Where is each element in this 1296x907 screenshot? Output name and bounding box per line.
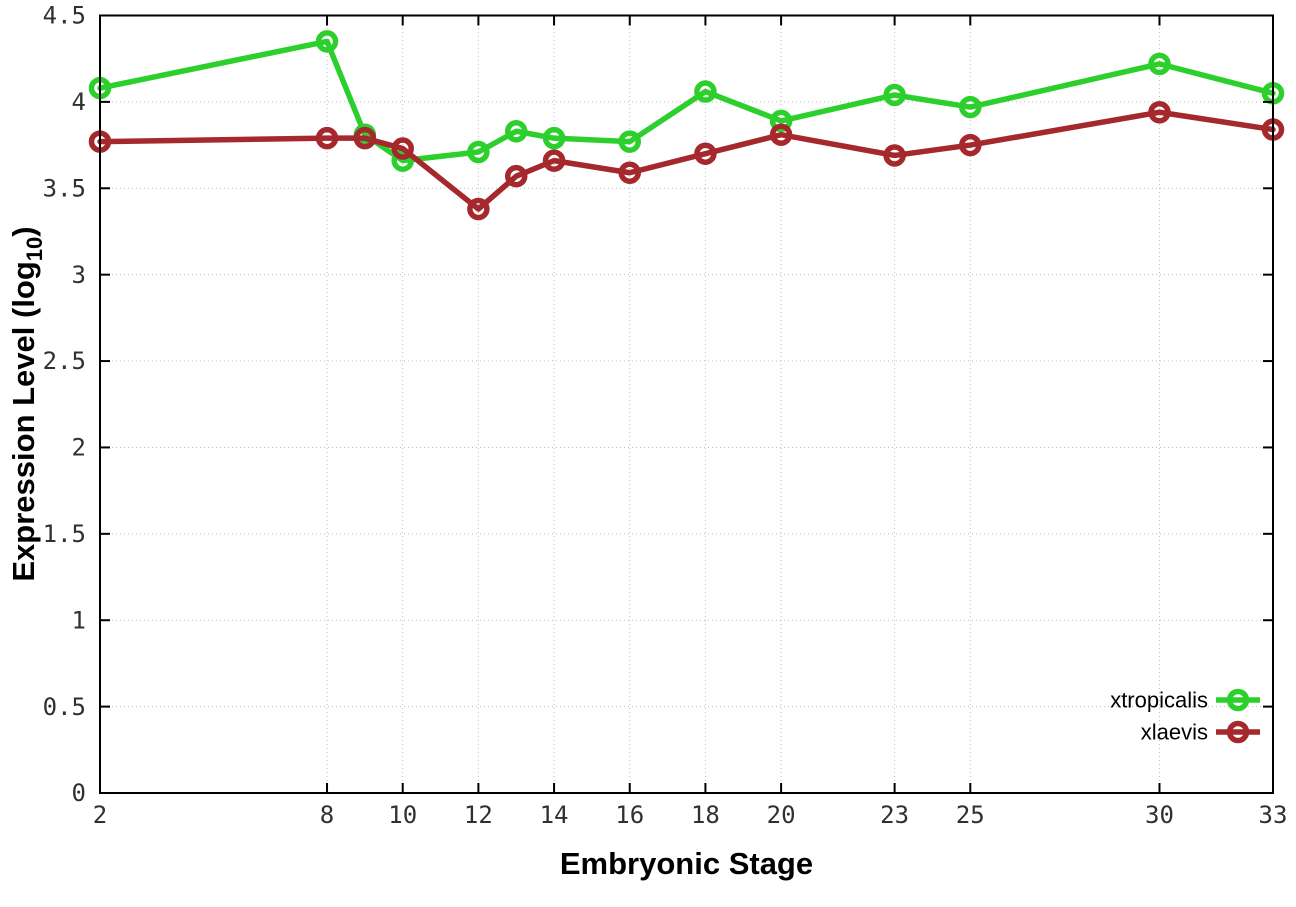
data-point-xlaevis	[353, 126, 377, 150]
x-tick-label: 25	[956, 801, 985, 829]
legend-label-xtropicalis: xtropicalis	[1110, 687, 1208, 712]
data-point-xtropicalis	[883, 83, 906, 107]
x-tick-label: 12	[464, 801, 493, 829]
y-axis-title: Expression Level (log10)	[6, 226, 47, 581]
series-line-xtropicalis	[97, 38, 1276, 164]
x-tick-label: 16	[615, 801, 644, 829]
data-point-xtropicalis	[769, 109, 793, 133]
data-point-xlaevis	[1148, 101, 1171, 124]
data-point-xtropicalis	[1148, 52, 1171, 76]
legend-label-xlaevis: xlaevis	[1141, 719, 1208, 744]
data-point-xlaevis	[391, 137, 414, 160]
series-line-xlaevis	[97, 109, 1276, 212]
data-point-xlaevis	[467, 197, 490, 221]
y-tick-label: 1.5	[43, 520, 86, 548]
data-point-xtropicalis	[315, 30, 339, 53]
data-point-xlaevis	[694, 142, 717, 165]
x-tick-label: 30	[1145, 801, 1174, 829]
legend-marker-xlaevis	[1226, 720, 1250, 744]
y-tick-label: 2.5	[43, 347, 86, 375]
x-tick-label: 10	[388, 801, 417, 829]
data-point-xtropicalis	[959, 95, 982, 119]
x-tick-label: 20	[767, 801, 796, 829]
y-tick-label: 2	[72, 434, 86, 462]
data-point-xlaevis	[542, 149, 566, 172]
x-axis-title: Embryonic Stage	[560, 846, 813, 881]
x-tick-label: 33	[1259, 801, 1288, 829]
data-point-xlaevis	[618, 161, 641, 184]
data-point-xtropicalis	[694, 80, 717, 103]
data-point-xtropicalis	[618, 130, 641, 153]
x-tick-label: 23	[880, 801, 909, 829]
y-tick-label: 3.5	[43, 174, 86, 202]
x-tick-label: 2	[93, 801, 107, 829]
data-point-xtropicalis	[504, 120, 528, 143]
data-point-xlaevis	[883, 144, 906, 167]
y-tick-label: 4	[72, 88, 86, 116]
data-point-xlaevis	[315, 126, 339, 150]
y-tick-label: 4.5	[43, 2, 86, 30]
x-tick-label: 14	[540, 801, 569, 829]
y-tick-label: 0	[72, 779, 86, 807]
data-point-xlaevis	[959, 133, 982, 157]
y-tick-label: 3	[72, 261, 86, 289]
plot-border	[99, 14, 1274, 794]
data-point-xtropicalis	[467, 140, 490, 164]
x-tick-label: 18	[691, 801, 720, 829]
data-point-xlaevis	[769, 123, 793, 146]
legend-marker-xtropicalis	[1226, 688, 1250, 712]
x-tick-label: 8	[320, 801, 334, 829]
y-tick-label: 1	[72, 606, 86, 634]
y-tick-label: 0.5	[43, 693, 86, 721]
data-point-xtropicalis	[391, 149, 414, 172]
data-point-xlaevis	[504, 164, 528, 188]
data-point-xtropicalis	[542, 126, 566, 150]
